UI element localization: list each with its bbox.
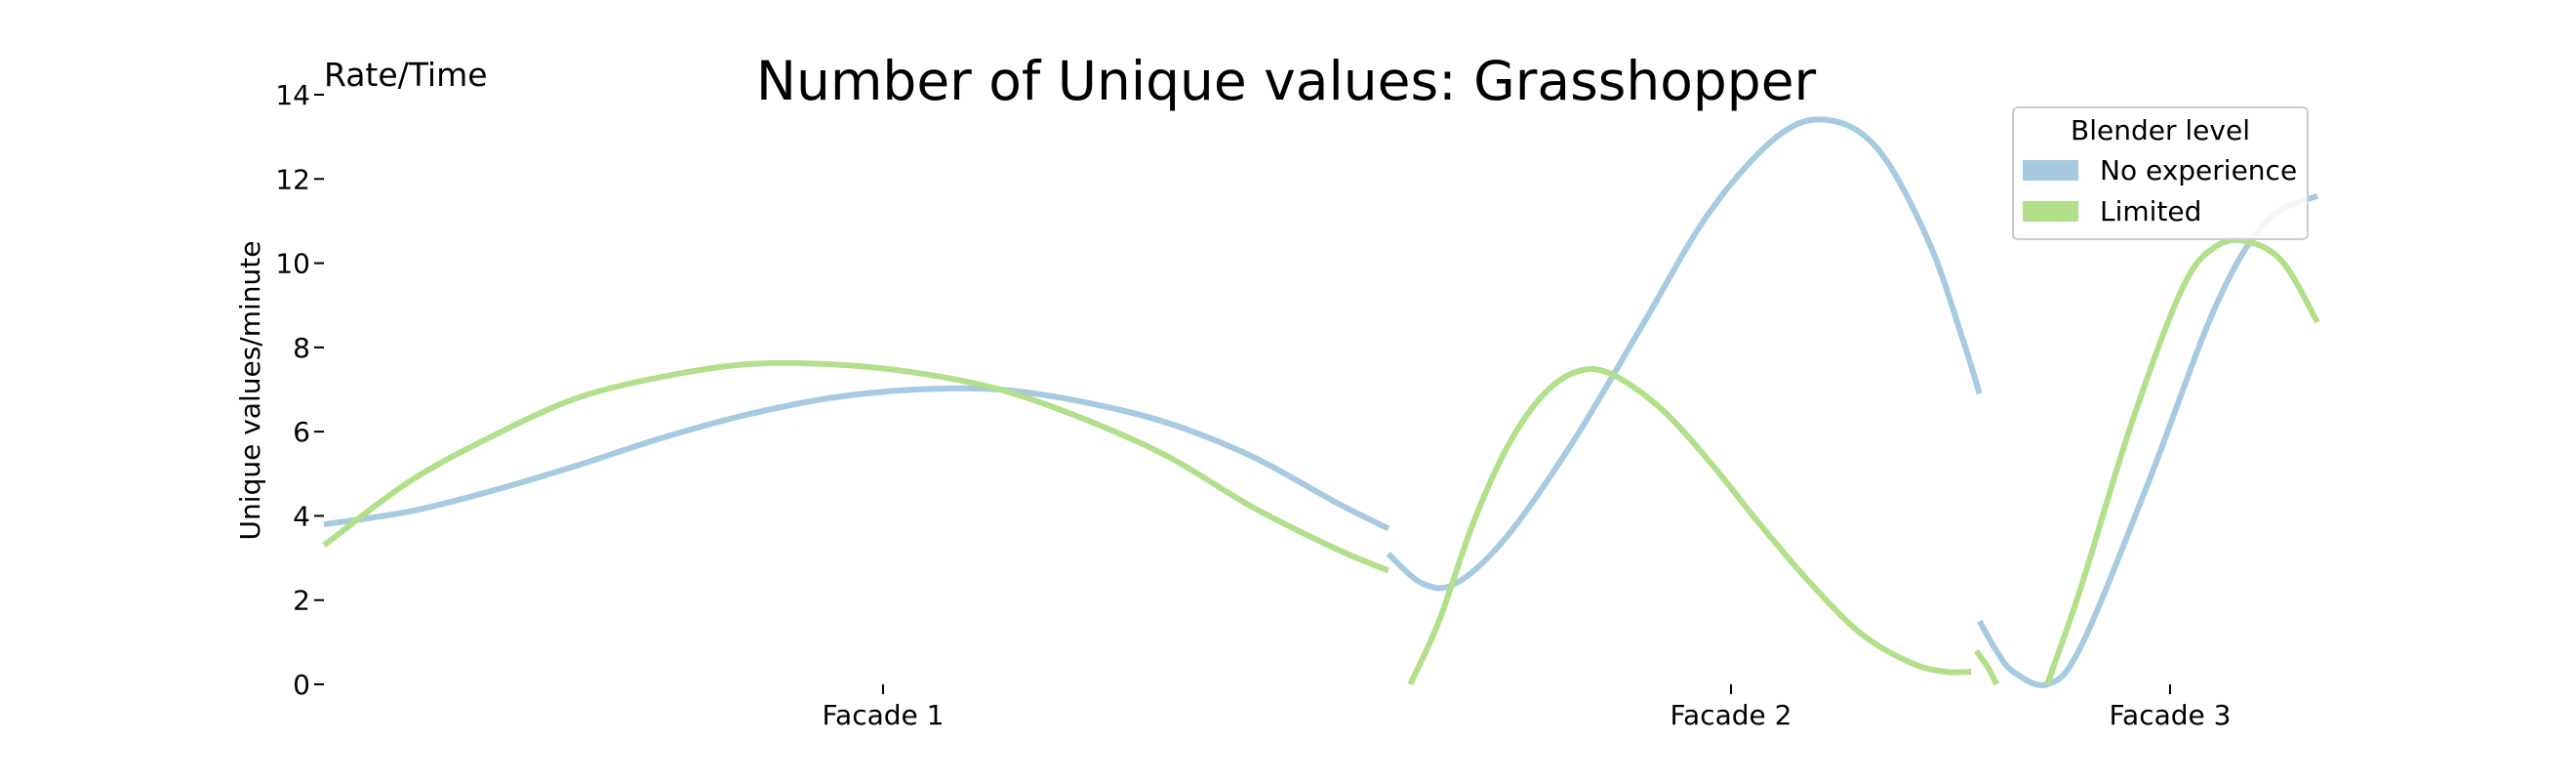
series-line-segment (1977, 192, 2319, 688)
legend: Blender level No experience Limited (2012, 106, 2309, 240)
series-limited (322, 237, 2320, 686)
x-tick-label: Facade 1 (823, 699, 945, 731)
series-line-segment (322, 359, 1389, 574)
series-line-segment (1973, 648, 1999, 686)
legend-title: Blender level (2071, 114, 2250, 146)
series-line-segment (1386, 116, 1983, 592)
series-lines (322, 116, 2320, 688)
y-tick-label: 10 (275, 248, 310, 280)
y-tick-label: 14 (275, 79, 310, 111)
series-line-segment (2044, 237, 2320, 685)
legend-swatch-limited (2023, 201, 2078, 222)
legend-label-limited: Limited (2100, 195, 2201, 227)
x-tick-label: Facade 3 (2110, 699, 2232, 731)
series-no-experience (323, 116, 2319, 688)
y-axis-label: Unique values/minute (234, 241, 266, 541)
y-tick-label: 0 (293, 669, 310, 701)
y-tick-label: 6 (293, 416, 310, 448)
chart-title: Number of Unique values: Grasshopper (756, 50, 1817, 112)
legend-label-no-experience: No experience (2100, 154, 2297, 186)
legend-frame (2012, 106, 2309, 240)
legend-swatch-no-experience (2023, 160, 2078, 181)
rate-time-label: Rate/Time (324, 56, 488, 94)
y-tick-label: 2 (293, 585, 310, 617)
y-axis: 0 2 4 6 8 10 12 14 (275, 79, 324, 701)
series-line-segment (1407, 365, 1972, 686)
y-tick-label: 12 (275, 163, 310, 195)
x-tick-label: Facade 2 (1670, 699, 1792, 731)
y-tick-label: 8 (293, 332, 310, 364)
series-line-segment (323, 385, 1390, 532)
y-tick-label: 4 (293, 500, 310, 532)
x-axis: Facade 1 Facade 2 Facade 3 (823, 684, 2232, 731)
